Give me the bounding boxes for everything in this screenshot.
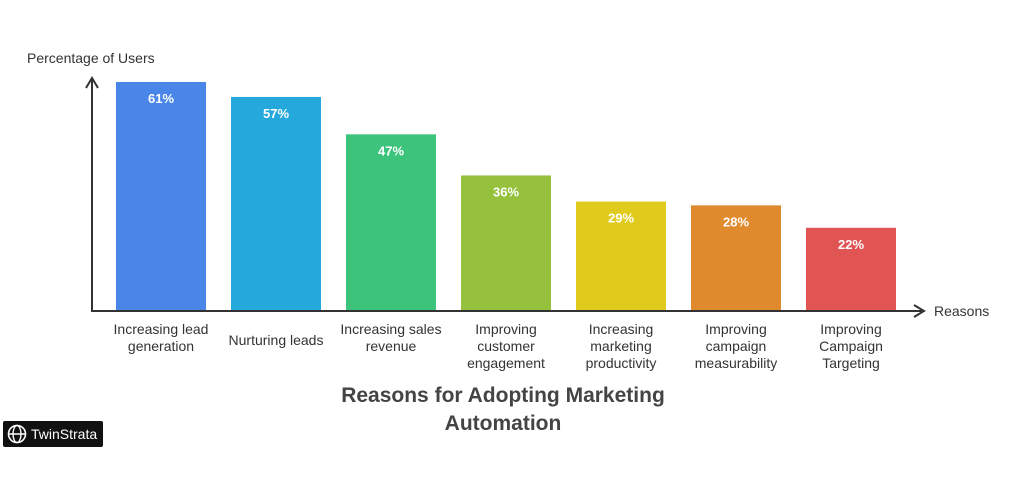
chart-title-text: Reasons for Adopting Marketing Automation <box>341 384 665 435</box>
bar <box>691 205 781 310</box>
bar-group: 61% Increasing lead generation 57% Nurturing… <box>114 82 896 371</box>
brand-name: TwinStrata <box>31 426 98 442</box>
bar <box>461 175 551 310</box>
category-label: Increasing marketing productivity <box>586 321 657 371</box>
category-label: Increasing lead generation <box>114 321 209 354</box>
bar <box>231 96 321 310</box>
data-label: 22% <box>838 237 864 252</box>
data-label: 29% <box>608 211 634 226</box>
category-label: Improving campaign measurability <box>695 321 777 371</box>
chart-title: Reasons for Adopting Marketing Automation <box>341 384 665 435</box>
globe-icon <box>7 424 27 444</box>
category-label: Nurturing leads <box>229 332 324 348</box>
y-axis-title: Percentage of Users <box>27 50 155 66</box>
data-label: 61% <box>148 91 174 106</box>
x-axis-arrow <box>913 304 926 318</box>
category-label: Increasing sales revenue <box>340 321 441 354</box>
category-label: Improving Campaign Targeting <box>819 321 883 371</box>
brand-logo: TwinStrata <box>3 421 104 447</box>
x-axis-title: Reasons <box>934 303 989 319</box>
data-label: 36% <box>493 184 519 199</box>
bar <box>576 201 666 310</box>
category-label: Improving customer engagement <box>467 321 545 371</box>
data-label: 57% <box>263 106 289 121</box>
bar <box>116 82 206 310</box>
data-label: 28% <box>723 214 749 229</box>
bar <box>346 134 436 310</box>
bar <box>806 227 896 310</box>
y-axis-arrow <box>85 76 99 89</box>
data-label: 47% <box>378 143 404 158</box>
